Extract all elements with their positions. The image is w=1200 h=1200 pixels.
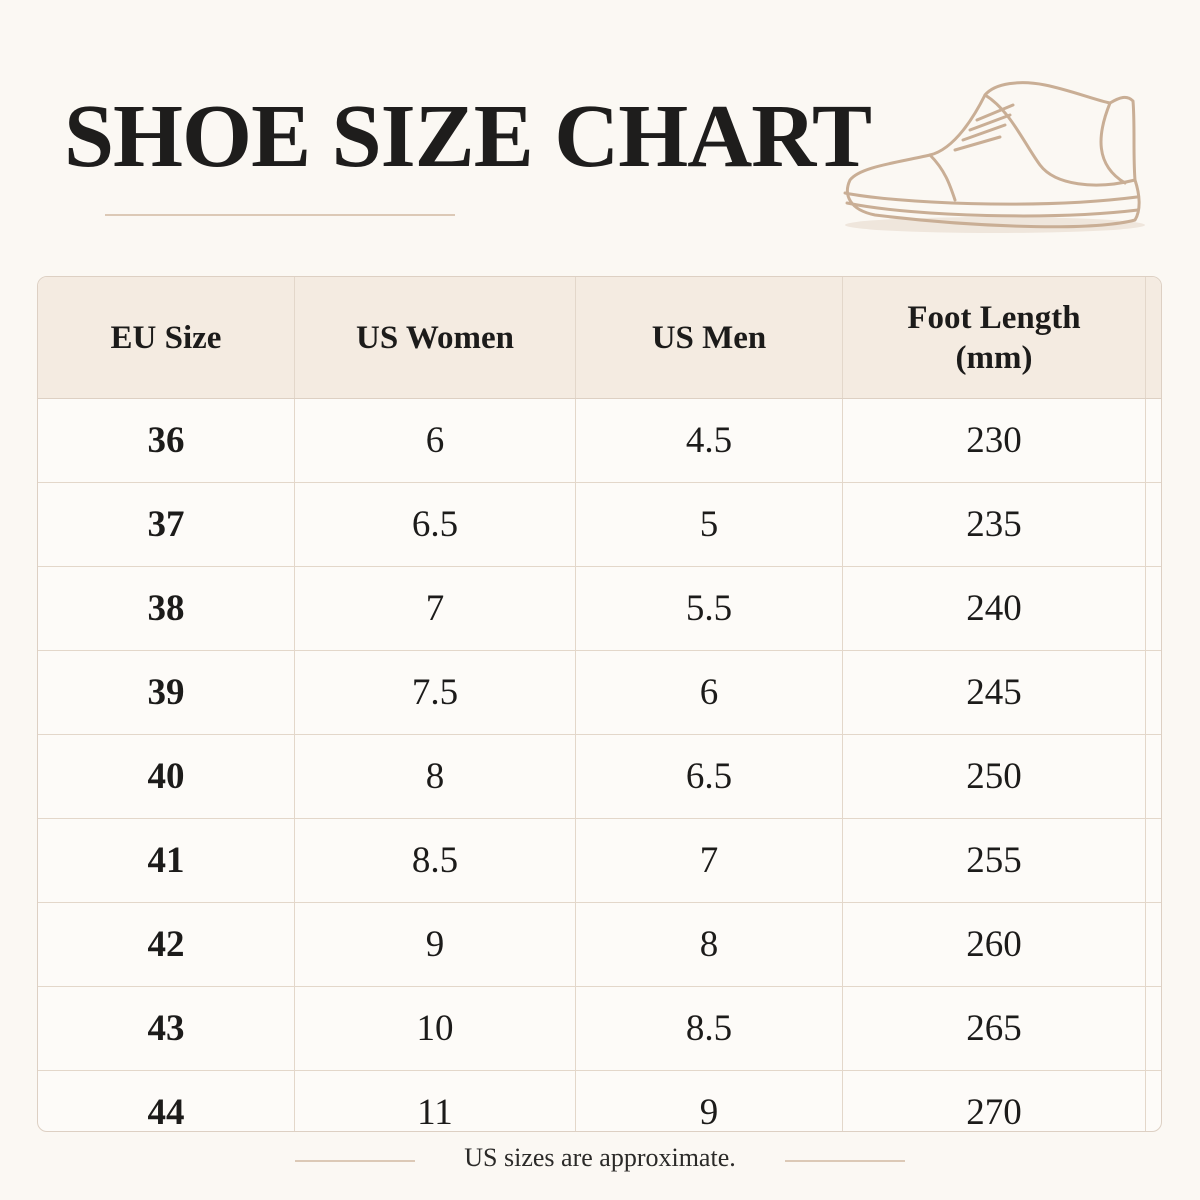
table-cell: 255 <box>842 818 1146 903</box>
table-cell: 6 <box>575 650 843 735</box>
table-cell: 10.63 <box>1146 1071 1162 1132</box>
table-cell: 9.84 <box>1145 734 1161 819</box>
column-header: Foot Length (mm) <box>842 277 1146 399</box>
table-cell: 5 <box>575 482 843 567</box>
table-cell: 5.5 <box>575 566 843 651</box>
table-row: 397.562459.65 <box>38 650 1161 735</box>
table-cell: 9 <box>575 1070 843 1131</box>
table-cell: 9.45 <box>1145 566 1161 651</box>
table-row: 429826010.24 <box>38 902 1161 987</box>
table-cell: 235 <box>842 482 1146 567</box>
title-rule <box>105 214 455 216</box>
eu-size-cell: 42 <box>38 902 295 987</box>
table-cell: 10.04 <box>1145 818 1161 903</box>
footer-rule <box>785 1160 905 1162</box>
column-header: US Men <box>575 277 843 399</box>
table-cell: 8 <box>575 902 843 987</box>
table-cell: 265 <box>842 986 1146 1071</box>
column-header: EU Size <box>38 277 295 399</box>
eu-size-cell: 36 <box>38 398 295 483</box>
column-header: Foot Length (in) <box>1145 277 1161 399</box>
table-cell: 270 <box>842 1070 1146 1131</box>
table-cell: 7.5 <box>294 650 576 735</box>
table-cell: 230 <box>842 398 1146 483</box>
table-cell: 9.06 <box>1145 398 1161 483</box>
table-cell: 9 <box>294 902 576 987</box>
table-cell: 250 <box>842 734 1146 819</box>
table-cell: 240 <box>842 566 1146 651</box>
table-row: 4411927010.63 <box>38 1070 1162 1132</box>
footer-note: US sizes are approximate. <box>464 1143 736 1172</box>
eu-size-cell: 44 <box>38 1070 295 1131</box>
table-cell: 8.5 <box>294 818 576 903</box>
table-cell: 11 <box>294 1070 576 1131</box>
table-cell: 7 <box>294 566 576 651</box>
table-cell: 4.5 <box>575 398 843 483</box>
title: SHOE SIZE CHART <box>64 87 872 186</box>
column-header: US Women <box>294 277 576 399</box>
footer-rule <box>295 1160 415 1162</box>
eu-size-cell: 38 <box>38 566 295 651</box>
table-cell: 10.43 <box>1145 986 1161 1071</box>
table-cell: 260 <box>842 902 1146 987</box>
table-cell: 7 <box>575 818 843 903</box>
eu-size-cell: 39 <box>38 650 295 735</box>
table-cell: 8.5 <box>575 986 843 1071</box>
table-cell: 6.5 <box>575 734 843 819</box>
table-cell: 10 <box>294 986 576 1071</box>
eu-size-cell: 37 <box>38 482 295 567</box>
table-cell: 6.5 <box>294 482 576 567</box>
table-cell: 9.65 <box>1145 650 1161 735</box>
shoe-illustration <box>843 81 1145 233</box>
table-body: 3664.52309.06376.552359.253875.52409.453… <box>38 398 1162 1132</box>
table-cell: 245 <box>842 650 1146 735</box>
table-cell: 9.25 <box>1145 482 1161 567</box>
table-cell: 8 <box>294 734 576 819</box>
eu-size-cell: 43 <box>38 986 295 1071</box>
table-row: 418.5725510.04 <box>38 818 1161 903</box>
eu-size-cell: 40 <box>38 734 295 819</box>
eu-size-cell: 41 <box>38 818 295 903</box>
table-cell: 10.24 <box>1145 902 1161 987</box>
table-cell: 6 <box>294 398 576 483</box>
table-row: 376.552359.25 <box>38 482 1161 567</box>
